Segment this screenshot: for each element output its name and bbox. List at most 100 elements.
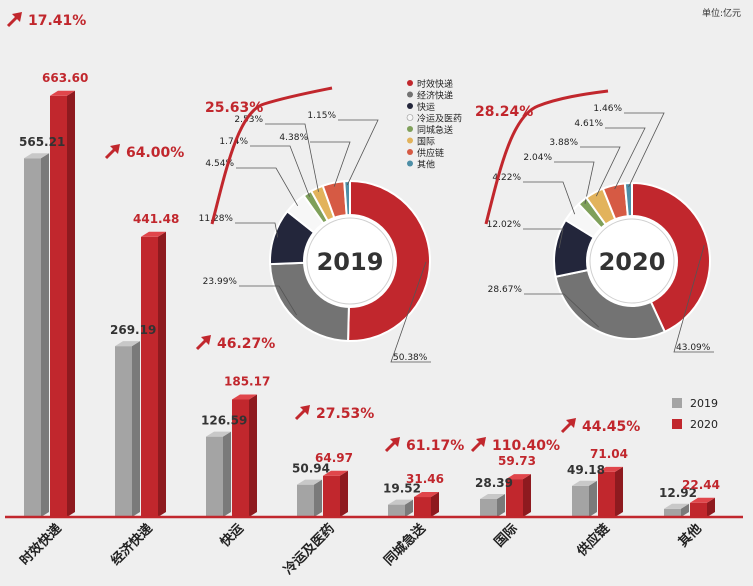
donut1-value-6: 4.38%	[279, 133, 308, 143]
category-label-7: 其他	[675, 521, 705, 551]
category-label-5: 国际	[492, 521, 521, 550]
value-2020-6: 71.04	[590, 447, 628, 461]
donut1-center	[303, 214, 397, 308]
pie-legend-dot-0	[407, 80, 413, 86]
bar-2019-3	[297, 479, 322, 517]
growth-label-3: 27.53%	[316, 406, 374, 422]
donut1-value-7: 1.15%	[307, 111, 336, 121]
growth-arrow-6	[560, 418, 576, 434]
legend-swatch-2019	[672, 398, 682, 408]
category-label-0: 时效快递	[17, 521, 65, 569]
donut2-leader-7	[624, 112, 665, 188]
bar-2020-4	[414, 492, 439, 517]
growth-arrow-2	[195, 335, 211, 351]
donut2-value-6: 4.61%	[574, 119, 603, 129]
bar-2020-5	[506, 474, 531, 517]
bar-2020-0	[50, 90, 75, 517]
value-2020-7: 22.44	[682, 478, 720, 492]
growth-label-5: 110.40%	[492, 438, 560, 454]
growth-arrow-1	[104, 144, 120, 160]
pie-legend-label-1: 经济快递	[417, 90, 453, 102]
bar-2019-7	[664, 503, 689, 517]
growth-arrow-3	[294, 405, 310, 421]
donut2-leader-4	[554, 161, 595, 204]
donut1-leader-1	[239, 285, 298, 316]
value-2019-3: 50.94	[292, 462, 330, 476]
donut2-growth-label: 28.24%	[475, 104, 533, 120]
donut2-title: 2020	[599, 248, 666, 276]
donut2-growth-curve	[484, 89, 609, 225]
donut1-value-0: 50.38%	[393, 353, 428, 363]
pie-legend-label-5: 国际	[417, 137, 435, 148]
value-2020-4: 31.46	[406, 472, 444, 486]
bar-2020-7	[690, 497, 715, 517]
bar-2019-2	[206, 431, 231, 517]
bar-2020-6	[598, 466, 623, 517]
value-2019-5: 28.39	[475, 476, 513, 490]
donut2-value-1: 28.67%	[488, 285, 523, 295]
bar-2019-5	[480, 493, 505, 517]
value-2019-1: 269.19	[110, 323, 156, 337]
donut1-leader-4	[250, 145, 310, 197]
category-label-1: 经济快递	[108, 521, 156, 569]
legend-label-2019: 2019	[690, 397, 718, 410]
value-2019-7: 12.92	[659, 486, 697, 500]
pie-legend-dot-5	[407, 137, 413, 144]
bar-2020-1	[141, 231, 166, 517]
donut1-value-1: 23.99%	[203, 277, 238, 287]
growth-label-2: 46.27%	[217, 336, 275, 352]
bar-2019-6	[572, 480, 597, 517]
donut2-leader-0	[673, 244, 714, 353]
growth-label-0: 17.41%	[28, 13, 86, 29]
bar-2020-2	[232, 394, 257, 517]
value-2019-2: 126.59	[201, 414, 247, 428]
growth-arrow-4	[384, 437, 400, 453]
donut1-leader-5	[265, 123, 319, 192]
donut2-center	[586, 215, 678, 307]
value-2020-5: 59.73	[498, 454, 536, 468]
value-2019-0: 565.21	[19, 135, 65, 149]
value-2020-1: 441.48	[133, 212, 179, 226]
pie-legend-label-7: 其他	[417, 159, 435, 171]
value-2020-2: 185.17	[224, 374, 270, 388]
growth-arrow-0	[6, 12, 22, 28]
growth-label-4: 61.17%	[406, 438, 464, 454]
pie-legend-dot-1	[407, 91, 413, 98]
donut2-value-7: 1.46%	[593, 104, 622, 114]
category-label-6: 供应链	[573, 520, 613, 560]
unit-label: 单位:亿元	[701, 9, 741, 19]
growth-label-6: 44.45%	[582, 419, 640, 435]
legend-swatch-2020	[672, 419, 682, 429]
bar-2019-4	[388, 499, 413, 517]
donut2-leader-5	[580, 146, 621, 197]
donut2-leader-1	[524, 293, 599, 328]
pie-legend-dot-6	[407, 149, 413, 155]
donut2-value-3: 4.22%	[492, 173, 521, 183]
donut1-value-2: 11.28%	[199, 214, 234, 224]
donut1-growth-curve	[210, 86, 333, 225]
legend-label-2020: 2020	[690, 418, 718, 431]
donut1-leader-3	[236, 167, 299, 207]
category-label-2: 快运	[217, 521, 247, 551]
pie-legend-label-3: 冷运及医药	[417, 113, 462, 125]
pie-legend-label-2: 快运	[417, 101, 435, 113]
donut1-title: 2019	[317, 248, 384, 276]
pie-legend-label-0: 时效快递	[417, 78, 453, 90]
donut1-leader-7	[338, 119, 379, 186]
donut1-leader-2	[235, 222, 279, 238]
donut1-value-5: 2.53%	[234, 115, 263, 125]
growth-arrow-5	[470, 437, 486, 453]
value-2020-0: 663.60	[42, 71, 88, 85]
pie-legend-dot-4	[407, 126, 413, 132]
donut1-growth-label: 25.63%	[205, 100, 263, 116]
pie-legend-dot-2	[407, 103, 413, 109]
pie-legend-label-6: 供应链	[417, 147, 444, 159]
donut2-leader-2	[523, 228, 564, 249]
donut2-leader-3	[523, 181, 576, 215]
category-label-4: 同城急送	[381, 520, 430, 569]
pie-legend-dot-7	[407, 160, 413, 167]
donut1-ring	[306, 217, 394, 305]
pie-legend-label-4: 同城急送	[417, 124, 453, 136]
value-2019-6: 49.18	[567, 463, 605, 477]
